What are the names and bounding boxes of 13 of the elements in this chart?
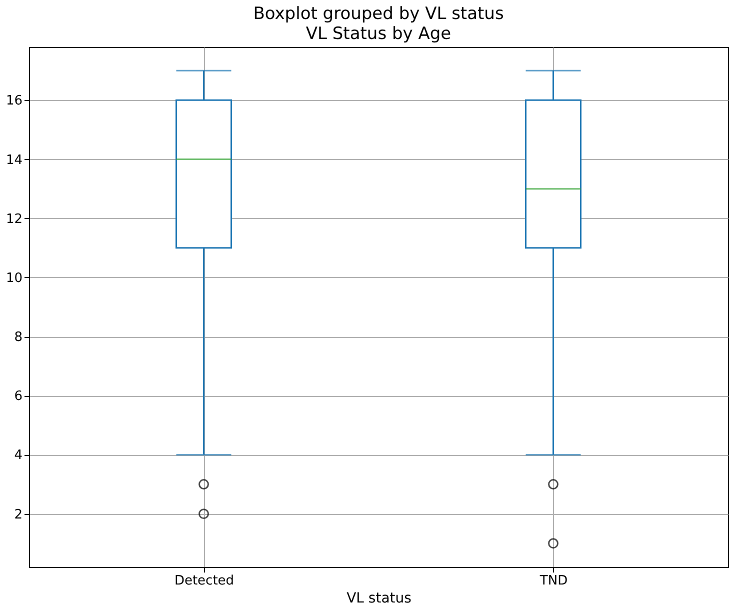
y-tick-label: 14: [6, 152, 22, 168]
chart-subtitle: VL Status by Age: [306, 24, 452, 44]
x-axis-title: VL status: [346, 590, 412, 606]
y-tick-label: 16: [6, 94, 22, 109]
y-tick-label: 12: [6, 212, 22, 227]
y-tick-label: 10: [6, 270, 22, 286]
y-tick-label: 2: [14, 507, 22, 522]
chart-title: Boxplot grouped by VL status: [253, 4, 504, 24]
x-tick-label: TND: [538, 574, 568, 588]
y-tick-label: 8: [14, 330, 22, 346]
x-tick-label: Detected: [174, 574, 234, 588]
y-tick-label: 4: [14, 448, 22, 464]
y-tick-label: 6: [14, 389, 22, 404]
